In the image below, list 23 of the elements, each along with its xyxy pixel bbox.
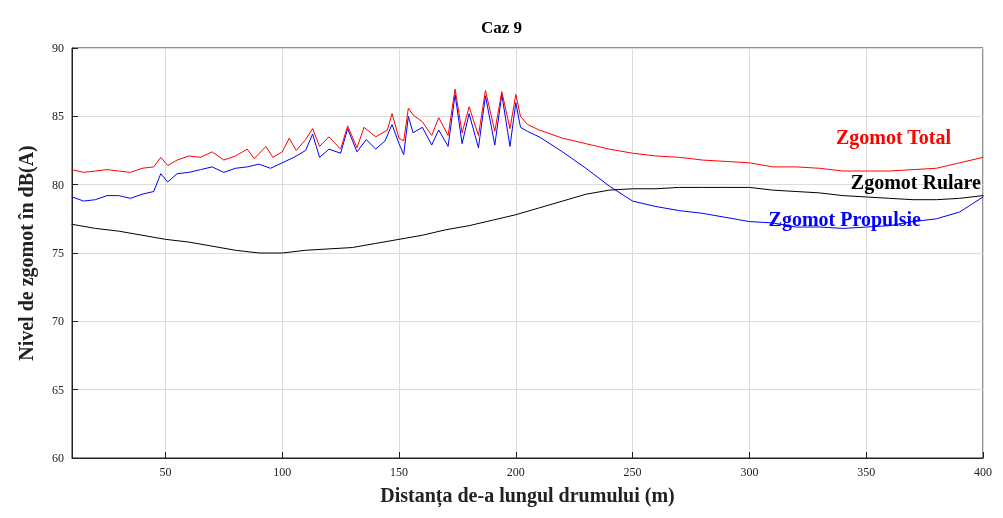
x-axis-title: Distanța de-a lungul drumului (m) bbox=[380, 484, 675, 508]
y-tick-label: 80 bbox=[52, 177, 64, 192]
series-label: Zgomot Rulare bbox=[850, 170, 982, 194]
y-axis-title: Nivel de zgomot în dB(A) bbox=[15, 145, 38, 361]
line-series bbox=[71, 88, 984, 173]
y-tick-label: 85 bbox=[52, 109, 64, 124]
y-tick-label: 75 bbox=[52, 246, 64, 260]
y-tick-label: 90 bbox=[52, 41, 64, 55]
x-tick-label: 300 bbox=[740, 465, 759, 479]
line-series bbox=[71, 93, 984, 229]
x-tick-label: 150 bbox=[390, 465, 409, 479]
x-tick-label: 200 bbox=[506, 465, 525, 479]
x-tick-label: 100 bbox=[273, 465, 292, 479]
series-label: Zgomot Total bbox=[835, 126, 952, 150]
x-tick-label: 250 bbox=[623, 465, 642, 479]
y-tick-label: 60 bbox=[52, 451, 64, 465]
x-tick-label: 50 bbox=[159, 465, 172, 479]
x-tick-label: 350 bbox=[857, 465, 876, 479]
y-tick-label: 65 bbox=[52, 382, 64, 397]
y-tick-label: 70 bbox=[52, 314, 64, 329]
x-tick-label: 400 bbox=[974, 465, 992, 479]
series-label: Zgomot Propulsie bbox=[768, 207, 922, 231]
chart-title: Caz 9 bbox=[480, 18, 523, 37]
